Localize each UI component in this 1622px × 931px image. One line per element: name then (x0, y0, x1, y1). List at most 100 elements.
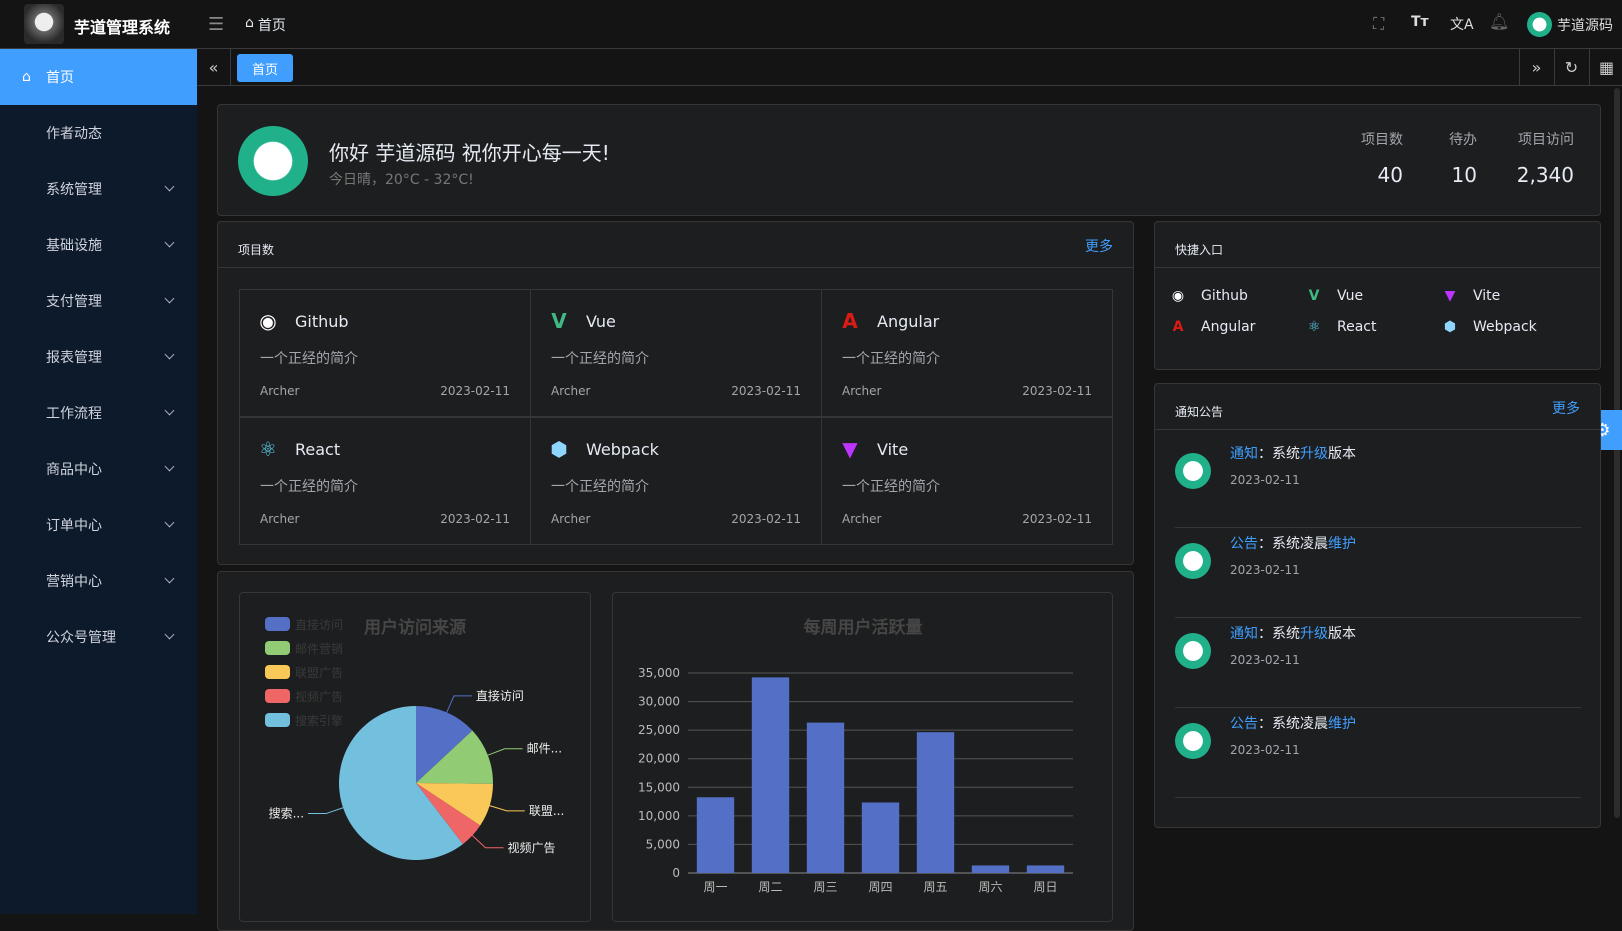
project-card[interactable]: ◉ Github 一个正经的简介 Archer 2023-02-11 (239, 289, 531, 417)
vue-icon: V (551, 309, 567, 333)
notice-item[interactable]: 通知：系统升级版本 2023-02-11 (1175, 618, 1581, 708)
stat-label: 待办 (1449, 132, 1477, 148)
refresh-icon[interactable]: ↻ (1554, 49, 1588, 86)
legend-swatch[interactable] (265, 617, 290, 631)
vite-icon: ▼ (842, 437, 858, 461)
pie-slice[interactable] (416, 783, 481, 845)
legend-label[interactable]: 邮件营销 (295, 642, 343, 656)
notice-type[interactable]: 公告 (1230, 536, 1258, 552)
legend-label[interactable]: 联盟广告 (295, 666, 343, 680)
x-tick-label: 周三 (813, 880, 837, 894)
stat-value: 2,340 (1516, 163, 1574, 187)
shortcut-angular[interactable]: A Angular (1169, 319, 1256, 335)
notices-more-link[interactable]: 更多 (1552, 401, 1580, 417)
scroll-right-icon[interactable]: » (1519, 49, 1553, 86)
legend-swatch[interactable] (265, 665, 290, 679)
notice-highlight: 升级 (1300, 626, 1328, 642)
notice-item[interactable]: 公告：系统凌晨维护 2023-02-11 (1175, 708, 1581, 798)
projects-more-link[interactable]: 更多 (1085, 239, 1113, 255)
project-card[interactable]: A Angular 一个正经的简介 Archer 2023-02-11 (821, 289, 1113, 417)
project-name: Github (295, 312, 349, 331)
sidebar-item[interactable]: 系统管理 (0, 161, 197, 217)
project-card[interactable]: ▼ Vite 一个正经的简介 Archer 2023-02-11 (821, 417, 1113, 545)
legend-label[interactable]: 直接访问 (295, 617, 343, 632)
pie-slice-label: 邮件... (527, 742, 562, 756)
fullscreen-icon[interactable]: ⛶ (1373, 14, 1385, 33)
legend-swatch[interactable] (265, 713, 290, 727)
project-card[interactable]: ⬢ Webpack 一个正经的简介 Archer 2023-02-11 (530, 417, 822, 545)
sidebar-item[interactable]: 公众号管理 (0, 609, 197, 665)
notice-type[interactable]: 公告 (1230, 716, 1258, 732)
bar[interactable] (806, 722, 845, 873)
pie-slice[interactable] (416, 730, 493, 784)
pie-label-line (487, 748, 523, 756)
sidebar-item[interactable]: 营销中心 (0, 553, 197, 609)
shortcut-vite[interactable]: ▼ Vite (1441, 288, 1501, 304)
legend-swatch[interactable] (265, 689, 290, 703)
greeting: 你好 芋道源码 祝你开心每一天! (329, 141, 610, 165)
notice-type[interactable]: 通知 (1230, 446, 1258, 462)
sidebar-item[interactable]: 订单中心 (0, 497, 197, 553)
pie-slice[interactable] (416, 783, 493, 826)
sidebar-item[interactable]: 支付管理 (0, 273, 197, 329)
x-tick-label: 周五 (923, 880, 947, 894)
sidebar-item[interactable]: 商品中心 (0, 441, 197, 497)
sidebar-item-label: 支付管理 (46, 294, 102, 310)
shortcut-github[interactable]: ◉ Github (1169, 288, 1248, 304)
notice-text-pre: ：系统 (1258, 626, 1300, 642)
user-avatar[interactable] (1527, 12, 1552, 37)
project-card[interactable]: V Vue 一个正经的简介 Archer 2023-02-11 (530, 289, 822, 417)
user-name[interactable]: 芋道源码 (1557, 18, 1613, 34)
translate-icon[interactable]: 文A (1450, 17, 1474, 33)
notice-item[interactable]: 公告：系统凌晨维护 2023-02-11 (1175, 528, 1581, 618)
sidebar-item-label: 作者动态 (46, 126, 102, 142)
font-size-icon[interactable]: Tт (1411, 14, 1429, 30)
notices-card: 通知公告 更多 通知：系统升级版本 2023-02-11 公告：系统凌晨维护 2023-… (1154, 383, 1601, 828)
shortcut-webpack[interactable]: ⬢ Webpack (1441, 319, 1537, 335)
sidebar-item[interactable]: 基础设施 (0, 217, 197, 273)
sidebar-item[interactable]: 作者动态 (0, 105, 197, 161)
pie-slice[interactable] (416, 706, 473, 783)
pie-label-line (308, 807, 344, 815)
bar[interactable] (751, 677, 790, 873)
legend-label[interactable]: 视频广告 (295, 689, 343, 704)
breadcrumb-home[interactable]: 首页 (257, 18, 286, 34)
project-card[interactable]: ⚛ React 一个正经的简介 Archer 2023-02-11 (239, 417, 531, 545)
scrollbar[interactable] (1614, 88, 1620, 818)
sidebar-item[interactable]: 工作流程 (0, 385, 197, 441)
sidebar-item-label: 基础设施 (46, 238, 102, 254)
tab-home[interactable]: 首页 (237, 54, 294, 82)
bar[interactable] (1026, 865, 1065, 873)
breadcrumb[interactable]: ⌂ 首页 (245, 15, 286, 35)
sidebar-item-label: 首页 (46, 70, 74, 86)
shortcut-react[interactable]: ⚛ React (1305, 319, 1377, 335)
x-tick-label: 周一 (703, 880, 727, 894)
menu-toggle-icon[interactable]: ☰ (208, 14, 225, 35)
chevron-down-icon (164, 573, 175, 584)
angular-icon: A (1172, 319, 1184, 335)
scroll-left-icon[interactable]: « (197, 49, 231, 86)
bar[interactable] (861, 802, 900, 873)
bell-icon[interactable]: 🔔︎ (1489, 12, 1510, 31)
project-date: 2023-02-11 (1022, 512, 1092, 526)
chevron-down-icon (164, 181, 175, 192)
project-name: Angular (877, 312, 940, 331)
project-date: 2023-02-11 (1022, 384, 1092, 398)
project-name: React (295, 440, 341, 459)
chevron-down-icon (164, 237, 175, 248)
legend-swatch[interactable] (265, 641, 290, 655)
shortcut-label: React (1337, 319, 1377, 335)
bar[interactable] (971, 865, 1010, 873)
legend-label[interactable]: 搜索引擎 (295, 713, 343, 728)
notice-item[interactable]: 通知：系统升级版本 2023-02-11 (1175, 438, 1581, 528)
bar[interactable] (696, 797, 735, 873)
sidebar-item[interactable]: ⌂ 首页 (0, 49, 197, 105)
sidebar-item-label: 公众号管理 (46, 630, 116, 646)
sidebar-item-label: 报表管理 (46, 350, 102, 366)
shortcut-vue[interactable]: V Vue (1305, 288, 1364, 304)
notice-type[interactable]: 通知 (1230, 626, 1258, 642)
grid-menu-icon[interactable]: ▦ (1589, 49, 1622, 86)
pie-slice[interactable] (339, 706, 463, 860)
sidebar-item[interactable]: 报表管理 (0, 329, 197, 385)
bar[interactable] (916, 732, 955, 873)
